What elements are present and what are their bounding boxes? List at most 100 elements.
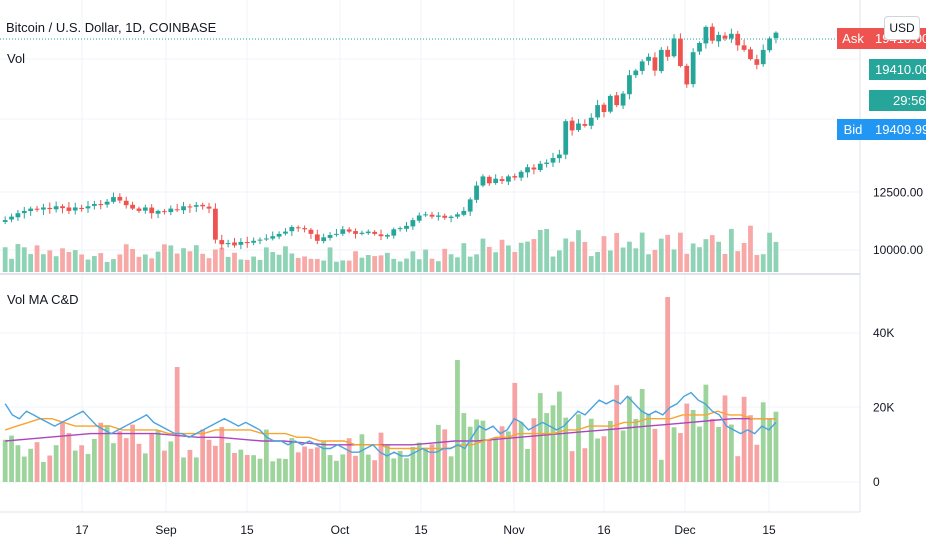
vol-ma-indicator-legend[interactable]: Vol MA C&D xyxy=(7,292,79,307)
volume-bar xyxy=(213,249,218,272)
candle-body xyxy=(735,33,741,46)
candle-body xyxy=(334,233,339,235)
volume-bar xyxy=(735,251,741,272)
candle-body xyxy=(773,32,779,39)
candle-body xyxy=(435,215,441,217)
volume-ma-bar xyxy=(525,449,530,482)
volume-bar xyxy=(359,257,365,272)
volume-bar xyxy=(658,238,664,272)
currency-button[interactable]: USD xyxy=(884,16,920,40)
symbol-title[interactable]: Bitcoin / U.S. Dollar, 1D, COINBASE xyxy=(6,20,217,35)
candle-body xyxy=(652,57,658,71)
volume-ma-bar xyxy=(671,427,677,482)
volume-ma-bar xyxy=(79,445,85,482)
candle-body xyxy=(174,209,180,211)
volume-bar xyxy=(9,258,14,272)
volume-bar xyxy=(595,251,600,272)
candle-body xyxy=(308,229,314,234)
volume-ma-bar xyxy=(537,393,543,482)
volume-ma-bar xyxy=(678,433,683,482)
volume-ma-bar xyxy=(423,447,428,482)
volume-axis[interactable]: 40K 20K 0 xyxy=(873,326,894,489)
candle-body xyxy=(397,228,403,230)
volume-ma-bar xyxy=(365,454,371,482)
volume-ma-bar xyxy=(556,391,562,482)
volume-bar xyxy=(690,243,696,272)
volume-ma-bar xyxy=(493,437,499,482)
volume-ma-bar xyxy=(130,424,135,482)
candle-body xyxy=(41,207,46,210)
volume-ma-bar xyxy=(327,455,333,482)
candle-body xyxy=(703,26,709,44)
candle-body xyxy=(741,45,747,50)
volume-ma-bar xyxy=(518,422,524,482)
volume-bar xyxy=(760,254,766,272)
volume-bar xyxy=(486,246,492,272)
volume-bar xyxy=(569,241,575,272)
volume-bar xyxy=(639,232,645,272)
volume-ma-bar xyxy=(595,438,600,482)
volume-ma-bar xyxy=(512,382,518,482)
candle-body xyxy=(327,235,333,238)
candle-body xyxy=(219,240,225,245)
volume-ma-bar xyxy=(302,446,307,482)
candle-body xyxy=(480,176,486,186)
candle-body xyxy=(98,204,104,206)
candle-body xyxy=(614,95,620,106)
candle-body xyxy=(467,199,473,212)
volume-ma-bar xyxy=(53,445,59,482)
volume-ma-bar xyxy=(709,418,715,482)
price-axis-label: 10000.00 xyxy=(873,243,923,257)
volume-bar xyxy=(404,258,409,272)
volume-bar xyxy=(53,256,59,272)
volume-bar xyxy=(582,242,588,272)
volume-ma-bar xyxy=(506,431,511,482)
volume-ma-bar xyxy=(91,438,97,482)
candle-body xyxy=(639,61,645,71)
volume-bar xyxy=(728,228,734,272)
candle-body xyxy=(353,231,358,234)
volume-ma-bar xyxy=(614,385,620,482)
volume-ma-bar xyxy=(722,395,728,482)
candle-body xyxy=(455,214,460,217)
volume-bar xyxy=(652,249,658,272)
candle-body xyxy=(576,123,581,130)
volume-bar xyxy=(206,258,212,272)
price-axis[interactable]: 12500.00 10000.00 xyxy=(873,186,923,258)
candle-body xyxy=(365,231,371,234)
candle-body xyxy=(391,229,397,236)
candle-body xyxy=(709,26,715,41)
volume-bar xyxy=(365,255,371,272)
volume-bar xyxy=(270,252,276,272)
candle-body xyxy=(525,167,530,173)
volume-bar xyxy=(168,245,174,272)
volume-indicator-legend[interactable]: Vol xyxy=(7,51,26,66)
volume-ma-bar xyxy=(123,438,129,482)
volume-bar xyxy=(346,260,352,272)
lower-volume-bars xyxy=(2,297,779,482)
candle-body xyxy=(53,206,59,210)
volume-ma-bar xyxy=(448,456,454,482)
volume-ma-bar xyxy=(206,439,212,482)
volume-ma-bar xyxy=(397,450,403,482)
candle-body xyxy=(200,204,206,207)
candle-body xyxy=(582,123,588,126)
volume-ma-bar xyxy=(334,460,339,482)
volume-ma-bar xyxy=(760,402,766,482)
time-axis-label: 15 xyxy=(762,523,776,537)
volume-bar xyxy=(678,232,683,272)
volume-bar xyxy=(697,247,702,272)
volume-bar xyxy=(314,258,320,272)
volume-ma-bar xyxy=(735,456,741,482)
candle-body xyxy=(410,220,416,227)
volume-ma-bar xyxy=(314,447,320,482)
volume-ma-bar xyxy=(72,450,78,482)
candle-body xyxy=(104,201,110,205)
time-axis[interactable]: 17 Sep 15 Oct 15 Nov 16 Dec 15 xyxy=(75,523,776,537)
candle-body xyxy=(232,242,237,246)
volume-ma-bar xyxy=(563,417,569,482)
volume-ma-bar xyxy=(773,411,779,482)
volume-bar xyxy=(238,259,244,272)
candle-body xyxy=(181,206,186,211)
